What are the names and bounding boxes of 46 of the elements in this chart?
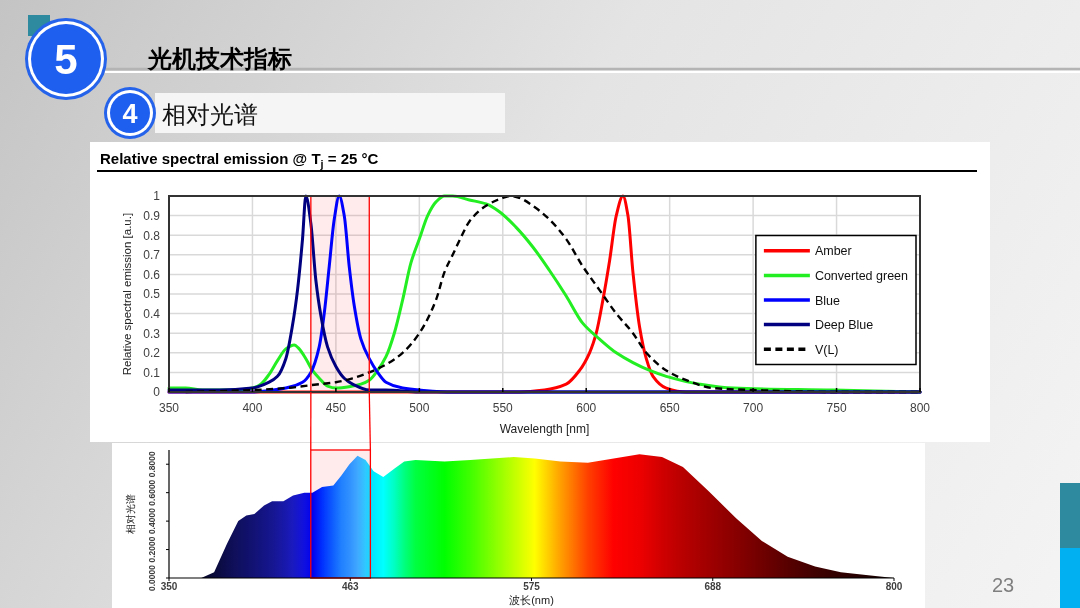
legend-label: Amber [814, 244, 852, 259]
y-tick-label: 0.3 [143, 326, 161, 341]
legend-label: Deep Blue [814, 318, 874, 333]
y-tick-label: 0.5 [143, 287, 161, 302]
x-axis-title: Wavelength [nm] [499, 422, 590, 436]
y-tick-label: 0.4000 [147, 507, 157, 535]
chart-title: Relative spectral emission @ T$_{j}$ = 25 °C [100, 150, 379, 170]
x-tick-label: 450 [325, 401, 347, 415]
y-tick-label: 0.1 [143, 365, 161, 380]
y-tick-label: 0.9 [143, 208, 161, 223]
y-tick-label: 0.8000 [147, 450, 157, 478]
y-tick-label: 0.2 [143, 346, 161, 361]
x-tick-label: 800 [909, 401, 931, 415]
y-tick-label: 0.2000 [147, 536, 157, 563]
x-tick-label: 600 [576, 401, 597, 415]
y-tick-label: 0.8 [143, 228, 161, 243]
legend-label: V(L) [814, 342, 839, 357]
y-tick-label: 0.6000 [147, 479, 157, 506]
text: 相对光谱 [162, 101, 258, 128]
x-tick-label: 500 [409, 401, 430, 415]
x-tick-label: 350 [160, 581, 178, 592]
y-axis-title: 相对光谱 [125, 494, 136, 534]
x-tick-label: 700 [743, 401, 764, 415]
y-axis-title: Relative spectral emission [a.u.] [121, 212, 133, 376]
y-tick-label: 0.4 [143, 306, 161, 321]
text: 4 [122, 99, 138, 129]
x-tick-label: 800 [885, 581, 903, 592]
legend-label: Converted green [814, 268, 909, 283]
legend-label: Blue [814, 293, 840, 308]
x-tick-label: 400 [242, 401, 263, 415]
y-tick-label: 0.6 [143, 267, 161, 282]
y-tick-label: 0 [153, 385, 161, 400]
y-tick-label: 0.0000 [147, 564, 157, 591]
y-tick-label: 1 [153, 189, 161, 204]
x-axis-title: 波长(nm) [509, 594, 554, 606]
x-tick-label: 750 [826, 401, 847, 415]
x-tick-label: 550 [492, 401, 514, 415]
x-tick-label: 650 [659, 401, 680, 415]
y-tick-label: 0.7 [143, 248, 161, 263]
text: 5 [54, 36, 78, 83]
x-tick-label: 463 [341, 581, 360, 592]
text: 23 [991, 574, 1015, 596]
x-tick-label: 575 [523, 581, 541, 592]
x-tick-label: 688 [704, 581, 722, 592]
text: 光机技术指标 [147, 45, 292, 72]
x-tick-label: 350 [158, 401, 180, 415]
